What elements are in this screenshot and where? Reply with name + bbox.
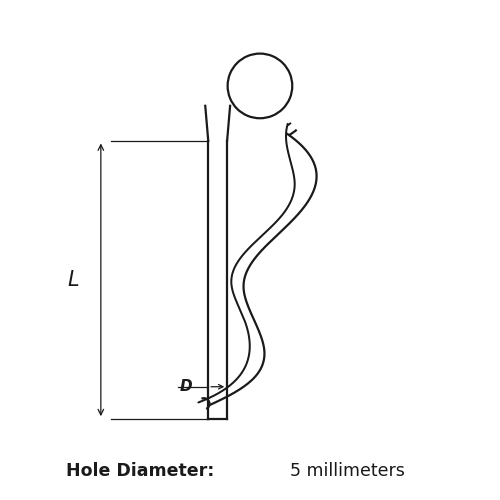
Text: D: D [180,379,192,394]
Text: L: L [68,270,80,290]
Text: 5 millimeters: 5 millimeters [290,462,405,480]
Text: Hole Diameter:: Hole Diameter: [66,462,214,480]
